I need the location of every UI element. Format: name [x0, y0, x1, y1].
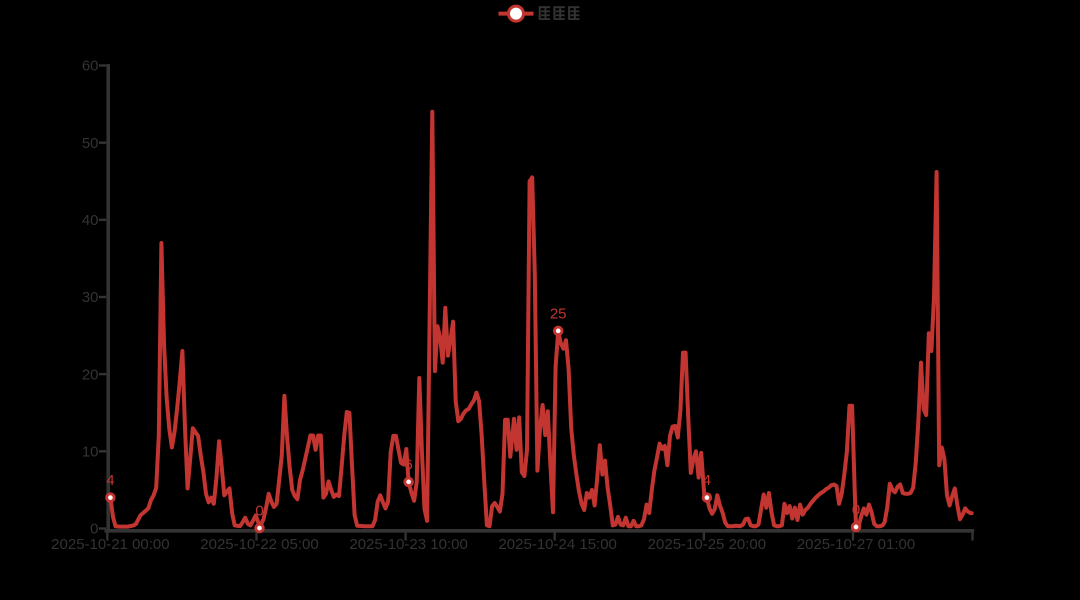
svg-text:0: 0: [90, 521, 98, 538]
svg-text:60: 60: [82, 58, 99, 75]
svg-text:2025-10-21 00:00: 2025-10-21 00:00: [51, 536, 169, 553]
svg-text:2025-10-25 20:00: 2025-10-25 20:00: [648, 536, 766, 553]
svg-text:10: 10: [82, 444, 99, 461]
svg-text:30: 30: [82, 289, 99, 306]
svg-text:0: 0: [852, 502, 860, 519]
svg-text:50: 50: [82, 135, 99, 152]
svg-text:25: 25: [550, 305, 567, 322]
svg-text:4: 4: [703, 472, 711, 489]
svg-text:2025-10-27 01:00: 2025-10-27 01:00: [797, 536, 915, 553]
svg-text:2025-10-23 10:00: 2025-10-23 10:00: [349, 536, 467, 553]
svg-text:20: 20: [82, 366, 99, 383]
svg-text:4: 4: [106, 472, 114, 489]
svg-text:6: 6: [404, 456, 412, 473]
svg-text:40: 40: [82, 212, 99, 229]
svg-text:2025-10-22 05:00: 2025-10-22 05:00: [200, 536, 318, 553]
svg-text:2025-10-24 15:00: 2025-10-24 15:00: [498, 536, 616, 553]
svg-text:0: 0: [255, 503, 263, 520]
